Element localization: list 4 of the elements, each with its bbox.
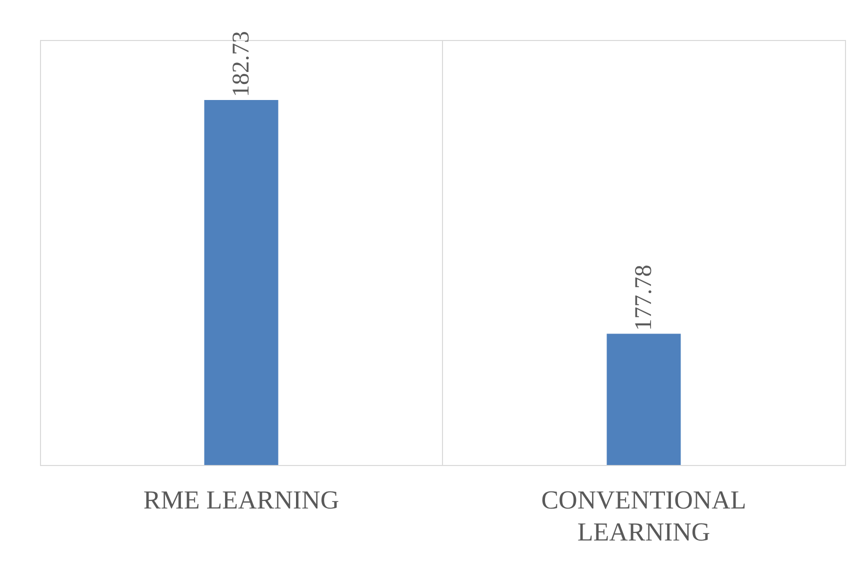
data-label: 182.73 [228, 30, 254, 97]
x-tick-label: CONVENTIONAL LEARNING [541, 486, 746, 546]
x-tick-label: RME LEARNING [143, 486, 340, 514]
data-label: 177.78 [630, 264, 657, 331]
